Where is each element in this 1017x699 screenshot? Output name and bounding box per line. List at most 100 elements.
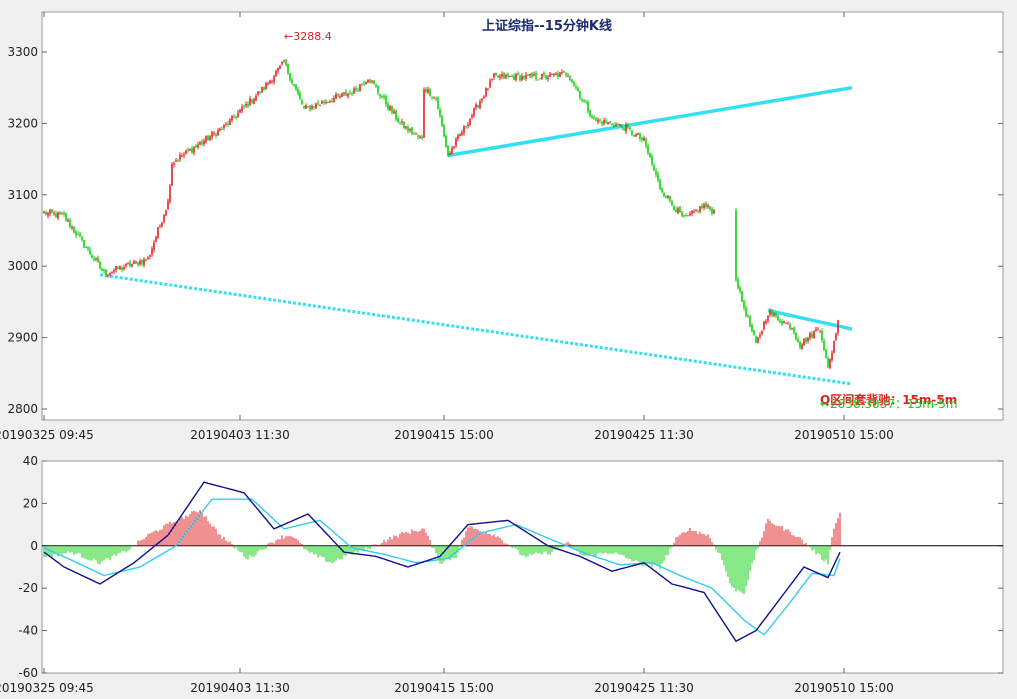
candle-body [487, 88, 489, 90]
candle-body [173, 162, 175, 165]
candle-body [371, 80, 373, 82]
candle-body [683, 215, 685, 217]
candle-body [227, 123, 229, 125]
candle-body [431, 97, 433, 99]
candle-body [249, 98, 251, 106]
macd-y-tick-label: -20 [18, 581, 38, 595]
candle-body [757, 337, 759, 343]
candle-body [213, 133, 215, 135]
candle-body [667, 195, 669, 198]
candle-body [483, 96, 485, 99]
trendline-1 [447, 85, 853, 158]
candle-body [417, 135, 419, 137]
candle-body [109, 272, 111, 276]
candle-body [535, 73, 537, 80]
candle-body [743, 300, 745, 308]
candle-body [443, 125, 445, 136]
candle-body [601, 121, 603, 125]
candle-body [585, 102, 587, 104]
candle-body [385, 95, 387, 105]
candle-body [529, 73, 531, 76]
candle-body [457, 135, 459, 139]
candle-body [537, 79, 539, 81]
candle-body [633, 135, 635, 137]
candle-body [99, 261, 101, 269]
candle-body [427, 89, 429, 93]
candle-body [523, 76, 525, 79]
candle-body [571, 79, 573, 83]
candle-body [557, 73, 559, 78]
y-tick-label: 3100 [7, 188, 38, 202]
macd-y-tick-label: -60 [18, 666, 38, 680]
candle-body [609, 121, 611, 123]
candle-body [255, 95, 257, 101]
candle-body [269, 80, 271, 84]
candle-body [419, 136, 421, 138]
candle-body [567, 75, 569, 77]
candle-body [355, 88, 357, 91]
macd-x-tick-label: 20190415 15:00 [394, 681, 493, 695]
candle-body [563, 71, 565, 73]
y-tick-label: 3300 [7, 45, 38, 59]
candle-body [447, 145, 449, 157]
candle-body [299, 93, 301, 99]
candle-body [367, 79, 369, 83]
candle-body [541, 74, 543, 79]
candle-body [481, 98, 483, 101]
candle-body [59, 212, 61, 215]
candle-body [615, 124, 617, 127]
candle-body [363, 83, 365, 85]
kline-y-ticks: 2800 2900 3000 3100 3200 3300 [7, 45, 1003, 416]
candle-body [709, 206, 711, 210]
candle-body [153, 242, 155, 250]
candle-body [799, 341, 801, 348]
candle-body [117, 267, 119, 270]
macd-dif-line [43, 481, 841, 643]
candle-body [655, 170, 657, 175]
candle-body [163, 215, 165, 223]
candle-body [387, 103, 389, 109]
candle-body [433, 96, 435, 98]
candle-body [301, 99, 303, 105]
candle-body [157, 227, 159, 238]
candle-body [141, 259, 143, 264]
candle-body [661, 187, 663, 193]
candle-body [691, 210, 693, 214]
candle-body [687, 215, 689, 217]
candle-body [295, 84, 297, 90]
candle-body [473, 108, 475, 116]
candle-body [159, 225, 161, 227]
candle-body [755, 336, 757, 343]
candle-body [53, 213, 55, 215]
annotation-0: ←3288.4 [284, 30, 332, 43]
candle-body [219, 128, 221, 131]
candle-body [561, 71, 563, 73]
candle-body [261, 87, 263, 93]
candle-body [183, 154, 185, 156]
candle-body [333, 98, 335, 102]
candle-body [229, 118, 231, 125]
candle-body [195, 146, 197, 148]
candle-body [441, 115, 443, 127]
candle-body [623, 128, 625, 131]
candle-body [155, 236, 157, 242]
candle-body [113, 270, 115, 272]
candle-body [613, 124, 615, 128]
candle-body [595, 117, 597, 121]
candle-body [101, 268, 103, 271]
candle-body [459, 134, 461, 137]
candle-body [225, 123, 227, 125]
candle-body [81, 236, 83, 240]
candle-body [773, 313, 775, 316]
candle-body [793, 327, 795, 334]
candle-body [681, 211, 683, 217]
candle-body [393, 111, 395, 114]
candle-body [611, 123, 613, 126]
candle-body [547, 77, 549, 80]
candle-body [85, 246, 87, 248]
candle-body [617, 123, 619, 126]
candle-body [281, 61, 283, 65]
candle-body [221, 128, 223, 130]
candle-body [707, 205, 709, 208]
